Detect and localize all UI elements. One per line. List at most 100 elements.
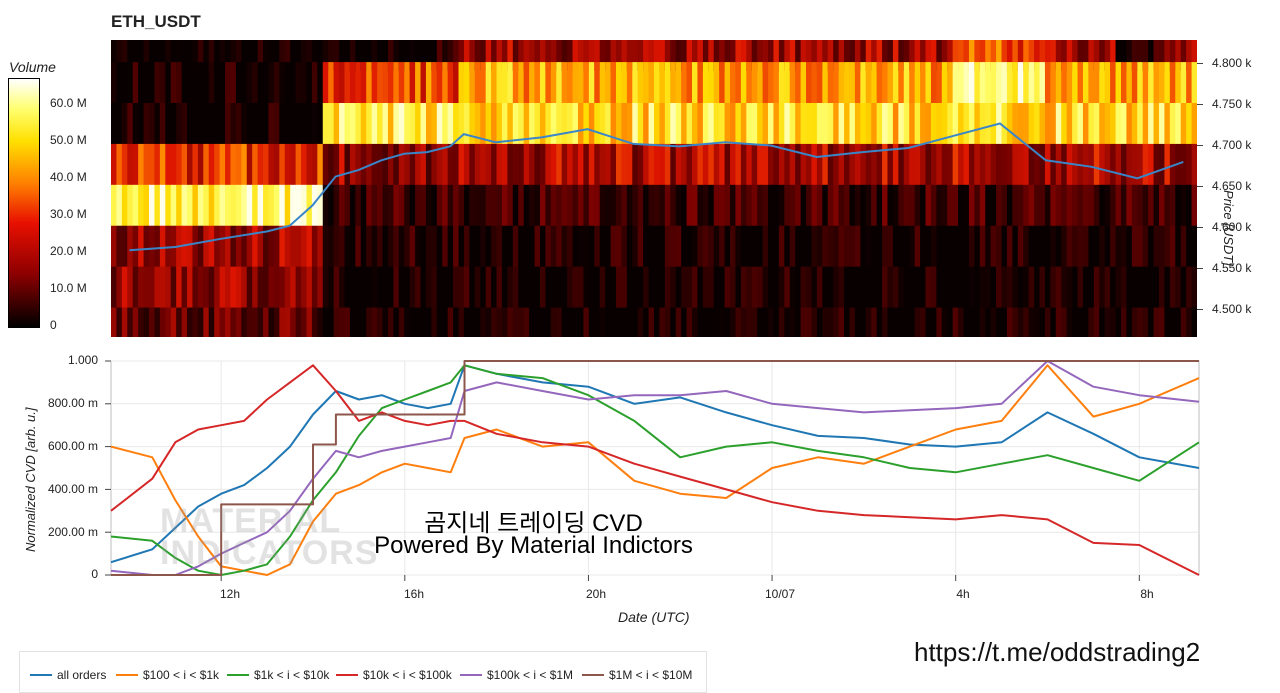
heatmap-cell bbox=[349, 103, 356, 145]
heatmap-cell bbox=[235, 225, 242, 268]
heatmap-cell bbox=[219, 225, 226, 268]
heatmap-cell bbox=[914, 225, 921, 268]
heatmap-cell bbox=[958, 103, 965, 145]
heatmap-cell bbox=[822, 184, 829, 227]
heatmap-cell bbox=[713, 143, 720, 186]
legend-label: all orders bbox=[57, 668, 107, 682]
heatmap-cell bbox=[420, 103, 427, 145]
heatmap-cell bbox=[594, 184, 601, 227]
heatmap-cell bbox=[121, 143, 128, 186]
heatmap-cell bbox=[1034, 62, 1041, 104]
heatmap-cell bbox=[887, 307, 894, 337]
heatmap-cell bbox=[518, 103, 525, 145]
cvd-y-tick: 400.00 m bbox=[47, 482, 98, 496]
legend-swatch bbox=[582, 673, 604, 676]
heatmap-cell bbox=[882, 266, 889, 309]
heatmap-cell bbox=[159, 62, 166, 104]
heatmap-cell bbox=[1110, 225, 1117, 268]
heatmap-cell bbox=[301, 307, 308, 337]
heatmap-cell bbox=[165, 307, 172, 337]
heatmap-cell bbox=[518, 266, 525, 309]
legend-label: $1M < i < $10M bbox=[609, 668, 693, 682]
heatmap-cell bbox=[311, 62, 318, 104]
heatmap-cell bbox=[273, 307, 280, 337]
heatmap-cell bbox=[632, 184, 639, 227]
heatmap-cell bbox=[838, 103, 845, 145]
legend-item-100k-1m[interactable]: $100k < i < $1M bbox=[460, 668, 573, 682]
heatmap-cell bbox=[1072, 40, 1079, 71]
heatmap-cell bbox=[1012, 40, 1019, 71]
heatmap-cell bbox=[702, 225, 709, 268]
heatmap-cell bbox=[1191, 266, 1197, 309]
heatmap-cell bbox=[670, 225, 677, 268]
heatmap-cell bbox=[930, 40, 937, 71]
heatmap-cell bbox=[1131, 225, 1138, 268]
legend-item-all-orders[interactable]: all orders bbox=[30, 668, 106, 682]
heatmap-cell bbox=[724, 266, 731, 309]
heatmap-cell bbox=[192, 143, 199, 186]
heatmap-cell bbox=[257, 40, 264, 71]
telegram-link[interactable]: https://t.me/oddstrading2 bbox=[914, 637, 1201, 667]
heatmap-cell bbox=[979, 62, 986, 104]
heatmap-cell bbox=[746, 266, 753, 309]
heatmap-cell bbox=[1110, 184, 1117, 227]
heatmap-cell bbox=[643, 184, 650, 227]
heatmap-cell bbox=[675, 266, 682, 309]
heatmap-cell bbox=[1044, 307, 1051, 337]
heatmap-cell bbox=[876, 266, 883, 309]
heatmap-cell bbox=[816, 225, 823, 268]
heatmap-cell bbox=[463, 266, 470, 309]
heatmap-cell bbox=[621, 143, 628, 186]
heatmap-cell bbox=[328, 103, 335, 145]
heatmap-cell bbox=[1028, 184, 1035, 227]
heatmap-cell bbox=[871, 62, 878, 104]
heatmap-cell bbox=[349, 62, 356, 104]
legend-item-10k-100k[interactable]: $10k < i < $100k bbox=[336, 668, 452, 682]
heatmap-cell bbox=[968, 184, 975, 227]
heatmap-cell bbox=[778, 266, 785, 309]
heatmap-cell bbox=[936, 266, 943, 309]
price-tick-mark bbox=[1197, 268, 1203, 269]
heatmap-cell bbox=[844, 40, 851, 71]
heatmap-cell bbox=[920, 307, 927, 337]
heatmap-cell bbox=[197, 143, 204, 186]
heatmap-cell bbox=[751, 307, 758, 337]
heatmap-cell bbox=[197, 225, 204, 268]
heatmap-cell bbox=[523, 225, 530, 268]
heatmap-cell bbox=[284, 40, 291, 71]
heatmap-cell bbox=[317, 266, 324, 309]
heatmap-cell bbox=[561, 143, 568, 186]
heatmap-cell bbox=[811, 184, 818, 227]
heatmap-cell bbox=[898, 103, 905, 145]
heatmap-cell bbox=[453, 40, 460, 71]
heatmap-cell bbox=[599, 184, 606, 227]
heatmap-cell bbox=[692, 266, 699, 309]
heatmap-cell bbox=[263, 266, 270, 309]
heatmap-cell bbox=[360, 266, 367, 309]
heatmap-cell bbox=[1099, 266, 1106, 309]
heatmap-cell bbox=[654, 184, 661, 227]
heatmap-cell bbox=[789, 225, 796, 268]
heatmap-cell bbox=[762, 40, 769, 71]
heatmap-cell bbox=[284, 143, 291, 186]
heatmap-cell bbox=[778, 225, 785, 268]
heatmap-cell bbox=[273, 266, 280, 309]
heatmap-cell bbox=[203, 143, 210, 186]
price-tick: 4.600 k bbox=[1212, 220, 1252, 234]
price-tick-mark bbox=[1197, 309, 1203, 310]
legend-item-1m-10m[interactable]: $1M < i < $10M bbox=[582, 668, 692, 682]
legend-item-100-1k[interactable]: $100 < i < $1k bbox=[116, 668, 219, 682]
heatmap-cell bbox=[892, 225, 899, 268]
heatmap-cell bbox=[355, 184, 362, 227]
heatmap-cell bbox=[996, 225, 1003, 268]
heatmap-cell bbox=[284, 103, 291, 145]
heatmap-cell bbox=[447, 143, 454, 186]
heatmap-cell bbox=[670, 103, 677, 145]
heatmap-cell bbox=[844, 143, 851, 186]
heatmap-cell bbox=[724, 40, 731, 71]
heatmap-cell bbox=[556, 62, 563, 104]
heatmap-cell bbox=[827, 184, 834, 227]
heatmap-cell bbox=[615, 143, 623, 186]
legend-item-1k-10k[interactable]: $1k < i < $10k bbox=[227, 668, 329, 682]
heatmap-cell bbox=[279, 62, 286, 104]
